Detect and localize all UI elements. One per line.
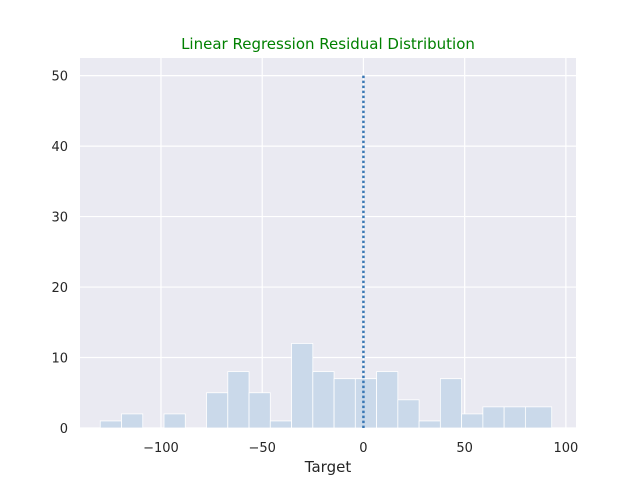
histogram-bar <box>376 371 399 429</box>
histogram-bar <box>461 413 484 429</box>
x-tick-label: 0 <box>359 441 367 456</box>
chart-title: Linear Regression Residual Distribution <box>181 35 475 53</box>
y-axis-ticks: 0 10 20 30 40 50 <box>51 70 68 437</box>
histogram-bar <box>397 399 420 429</box>
x-tick-label: −50 <box>248 441 275 456</box>
histogram-bar <box>291 343 314 429</box>
histogram-bar <box>482 406 505 429</box>
histogram-bar <box>163 413 186 429</box>
x-tick-label: −100 <box>143 441 179 456</box>
histogram-bar <box>248 392 271 429</box>
histogram-bar <box>227 371 250 429</box>
y-tick-label: 10 <box>51 352 68 367</box>
histogram-bar <box>121 413 144 429</box>
x-axis-ticks: −100 −50 0 50 100 <box>143 441 578 456</box>
y-tick-label: 20 <box>51 281 68 296</box>
histogram-bar <box>418 420 441 429</box>
histogram-bar <box>99 420 122 429</box>
histogram-bar <box>269 420 292 429</box>
plot-background <box>80 58 576 428</box>
x-axis-label: Target <box>304 458 352 476</box>
histogram-bar <box>312 371 335 429</box>
y-tick-label: 0 <box>60 422 68 437</box>
y-tick-label: 30 <box>51 211 68 226</box>
histogram-bar <box>503 406 526 429</box>
y-tick-label: 50 <box>51 70 68 85</box>
histogram-bar <box>333 378 356 429</box>
histogram-bar <box>354 378 377 429</box>
histogram-bar <box>439 378 463 429</box>
histogram-bars <box>99 343 553 429</box>
x-tick-label: 50 <box>456 441 473 456</box>
x-tick-label: 100 <box>553 441 578 456</box>
y-tick-label: 40 <box>51 140 68 155</box>
histogram-bar <box>524 406 553 429</box>
histogram-bar <box>206 392 229 429</box>
